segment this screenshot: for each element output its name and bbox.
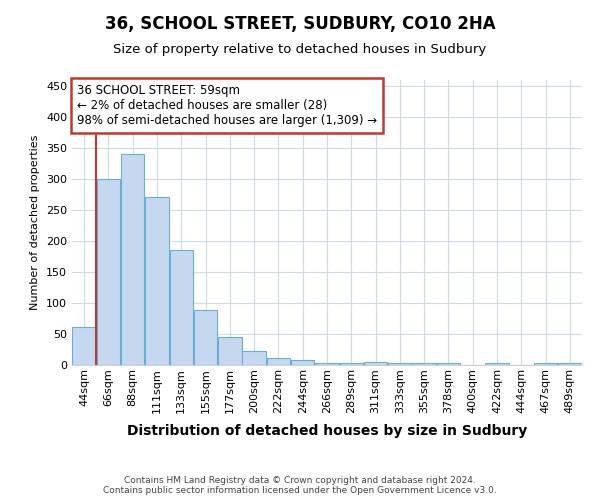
Bar bbox=[121, 154, 145, 365]
Text: Contains HM Land Registry data © Crown copyright and database right 2024.
Contai: Contains HM Land Registry data © Crown c… bbox=[103, 476, 497, 495]
Bar bbox=[73, 326, 96, 365]
X-axis label: Distribution of detached houses by size in Sudbury: Distribution of detached houses by size … bbox=[127, 424, 527, 438]
Bar bbox=[145, 197, 169, 365]
Bar bbox=[97, 178, 120, 365]
Y-axis label: Number of detached properties: Number of detached properties bbox=[31, 135, 40, 310]
Bar bbox=[242, 351, 266, 365]
Bar bbox=[291, 360, 314, 365]
Text: 36 SCHOOL STREET: 59sqm
← 2% of detached houses are smaller (28)
98% of semi-det: 36 SCHOOL STREET: 59sqm ← 2% of detached… bbox=[77, 84, 377, 128]
Bar bbox=[315, 362, 339, 365]
Text: 36, SCHOOL STREET, SUDBURY, CO10 2HA: 36, SCHOOL STREET, SUDBURY, CO10 2HA bbox=[104, 15, 496, 33]
Bar bbox=[170, 250, 193, 365]
Bar bbox=[412, 362, 436, 365]
Bar bbox=[437, 363, 460, 365]
Bar bbox=[534, 363, 557, 365]
Bar bbox=[266, 358, 290, 365]
Bar bbox=[558, 363, 581, 365]
Bar bbox=[340, 362, 363, 365]
Text: Size of property relative to detached houses in Sudbury: Size of property relative to detached ho… bbox=[113, 42, 487, 56]
Bar bbox=[364, 362, 388, 365]
Bar bbox=[218, 337, 242, 365]
Bar bbox=[194, 310, 217, 365]
Bar bbox=[485, 363, 509, 365]
Bar bbox=[388, 362, 412, 365]
